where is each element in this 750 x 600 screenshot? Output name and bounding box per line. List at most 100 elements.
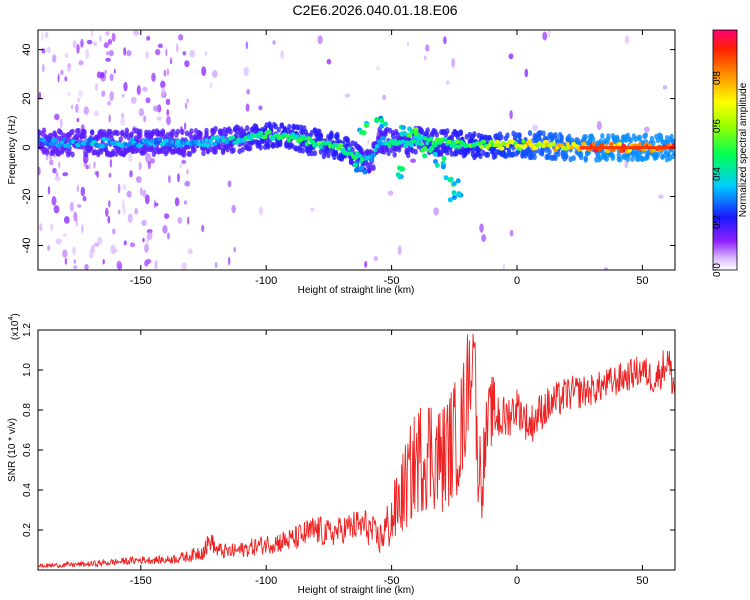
heatmap-ridge-cell xyxy=(284,133,290,139)
heatmap-branch-cell xyxy=(451,195,457,200)
heatmap-noise-cell xyxy=(72,264,78,270)
heatmap-ridge-cell xyxy=(373,148,377,153)
colorbar-tick-label: 0.8 xyxy=(712,71,723,85)
heatmap-ridge-cell xyxy=(369,152,377,158)
heatmap-band-cell xyxy=(478,153,483,160)
heatmap-noise-cell xyxy=(186,98,190,103)
heatmap-branch-cell xyxy=(451,181,457,187)
heatmap-band-cell xyxy=(82,129,87,136)
heatmap-noise-cell xyxy=(176,43,179,53)
heatmap-band-cell xyxy=(300,147,305,154)
heatmap-band-cell xyxy=(392,151,397,158)
heatmap-noise-cell xyxy=(153,199,156,209)
heatmap-band-cell xyxy=(326,152,331,159)
heatmap-band-cell xyxy=(129,132,134,139)
heatmap-band-cell xyxy=(517,132,522,139)
heatmap-band-cell xyxy=(567,133,572,140)
heatmap-ridge-cell xyxy=(387,143,392,148)
heatmap-band-cell xyxy=(434,131,439,138)
heatmap-noise-cell xyxy=(146,35,151,41)
heatmap-noise-cell xyxy=(55,238,62,245)
heatmap-noise-cell xyxy=(92,41,98,47)
heatmap-branch-cell xyxy=(374,117,380,122)
heatmap-ridge-cell xyxy=(175,139,182,144)
heatmap-noise-cell xyxy=(160,80,166,89)
heatmap-noise-cell xyxy=(624,35,630,45)
heatmap-band-cell xyxy=(539,150,545,157)
heatmap-noise-cell xyxy=(39,223,43,232)
heatmap-noise-cell xyxy=(184,60,190,68)
heatmap-noise-cell xyxy=(52,54,57,63)
heatmap-ridge-cell xyxy=(255,134,262,139)
heatmap-noise-cell xyxy=(72,40,77,49)
heatmap-band-cell xyxy=(204,127,209,134)
spectrogram-heatmap xyxy=(38,30,675,270)
heatmap-noise-cell xyxy=(130,96,137,104)
heatmap-noise-cell xyxy=(122,205,126,215)
heatmap-noise-cell xyxy=(64,257,68,265)
heatmap-noise-cell xyxy=(90,30,94,38)
heatmap-noise-cell xyxy=(60,118,63,129)
heatmap-band-cell xyxy=(591,136,596,143)
heatmap-noise-cell xyxy=(182,51,187,56)
heatmap-ridge-cell xyxy=(498,146,505,151)
colorbar-ticks: 0.0 0.2 0.4 0.6 0.8 xyxy=(712,71,723,277)
heatmap-noise-cell xyxy=(93,242,100,247)
heatmap-band-cell xyxy=(413,148,418,155)
heatmap-band-cell xyxy=(600,133,605,139)
heatmap-noise-cell xyxy=(62,172,69,177)
heatmap-noise-cell xyxy=(76,44,80,54)
heatmap-noise-cell xyxy=(181,159,187,164)
heatmap-band-cell xyxy=(245,125,250,132)
heatmap-noise-cell xyxy=(44,31,49,39)
heatmap-noise-cell xyxy=(204,51,208,56)
heatmap-ridge-cell xyxy=(617,141,622,147)
heatmap-noise-cell xyxy=(147,160,151,170)
heatmap-band-cell xyxy=(541,130,546,137)
heatmap-ridge-cell xyxy=(310,139,316,145)
heatmap-ridge-cell xyxy=(290,132,296,137)
heatmap-band-cell xyxy=(180,129,185,135)
heatmap-ridge-cell xyxy=(48,137,52,142)
spectrogram-xlabel: Height of straight line (km) xyxy=(298,285,415,296)
heatmap-branch-cell xyxy=(354,167,359,173)
heatmap-noise-cell xyxy=(109,90,114,101)
heatmap-ridge-cell xyxy=(443,137,448,143)
heatmap-band-cell xyxy=(192,146,197,153)
heatmap-ridge-cell xyxy=(87,137,94,142)
heatmap-band-cell xyxy=(312,150,318,157)
heatmap-noise-cell xyxy=(129,170,133,178)
heatmap-noise-cell xyxy=(624,160,629,169)
heatmap-noise-cell xyxy=(54,113,60,121)
heatmap-band-cell xyxy=(445,128,450,135)
heatmap-noise-cell xyxy=(187,248,193,255)
heatmap-noise-cell xyxy=(184,122,187,131)
heatmap-noise-cell xyxy=(136,85,141,96)
heatmap-noise-cell xyxy=(161,86,166,97)
heatmap-noise-cell xyxy=(104,69,107,75)
heatmap-noise-cell xyxy=(165,98,171,106)
heatmap-band-cell xyxy=(189,128,194,135)
heatmap-noise-cell xyxy=(141,219,147,226)
heatmap-noise-cell xyxy=(107,215,111,224)
heatmap-noise-cell xyxy=(103,42,109,49)
heatmap-noise-cell xyxy=(209,81,213,89)
heatmap-branch-cell xyxy=(456,191,462,197)
heatmap-noise-cell xyxy=(150,158,155,164)
heatmap-ridge-cell xyxy=(480,139,487,144)
heatmap-band-cell xyxy=(278,141,283,148)
heatmap-ridge-cell xyxy=(451,140,456,145)
heatmap-noise-cell xyxy=(76,117,80,123)
heatmap-ridge-cell xyxy=(104,142,109,148)
heatmap-noise-cell xyxy=(154,202,159,207)
spectrogram-axes: -150 -100 -50 0 50 -40 -20 0 20 40 xyxy=(21,30,675,287)
heatmap-band-cell xyxy=(84,151,89,158)
y-tick-label: 1.2 xyxy=(22,323,33,337)
heatmap-band-cell xyxy=(643,132,649,139)
heatmap-noise-cell xyxy=(128,152,133,162)
heatmap-noise-cell xyxy=(326,58,332,65)
heatmap-noise-cell xyxy=(51,196,57,206)
heatmap-noise-cell xyxy=(181,262,187,270)
heatmap-noise-cell xyxy=(46,155,49,161)
heatmap-noise-cell xyxy=(107,38,113,45)
